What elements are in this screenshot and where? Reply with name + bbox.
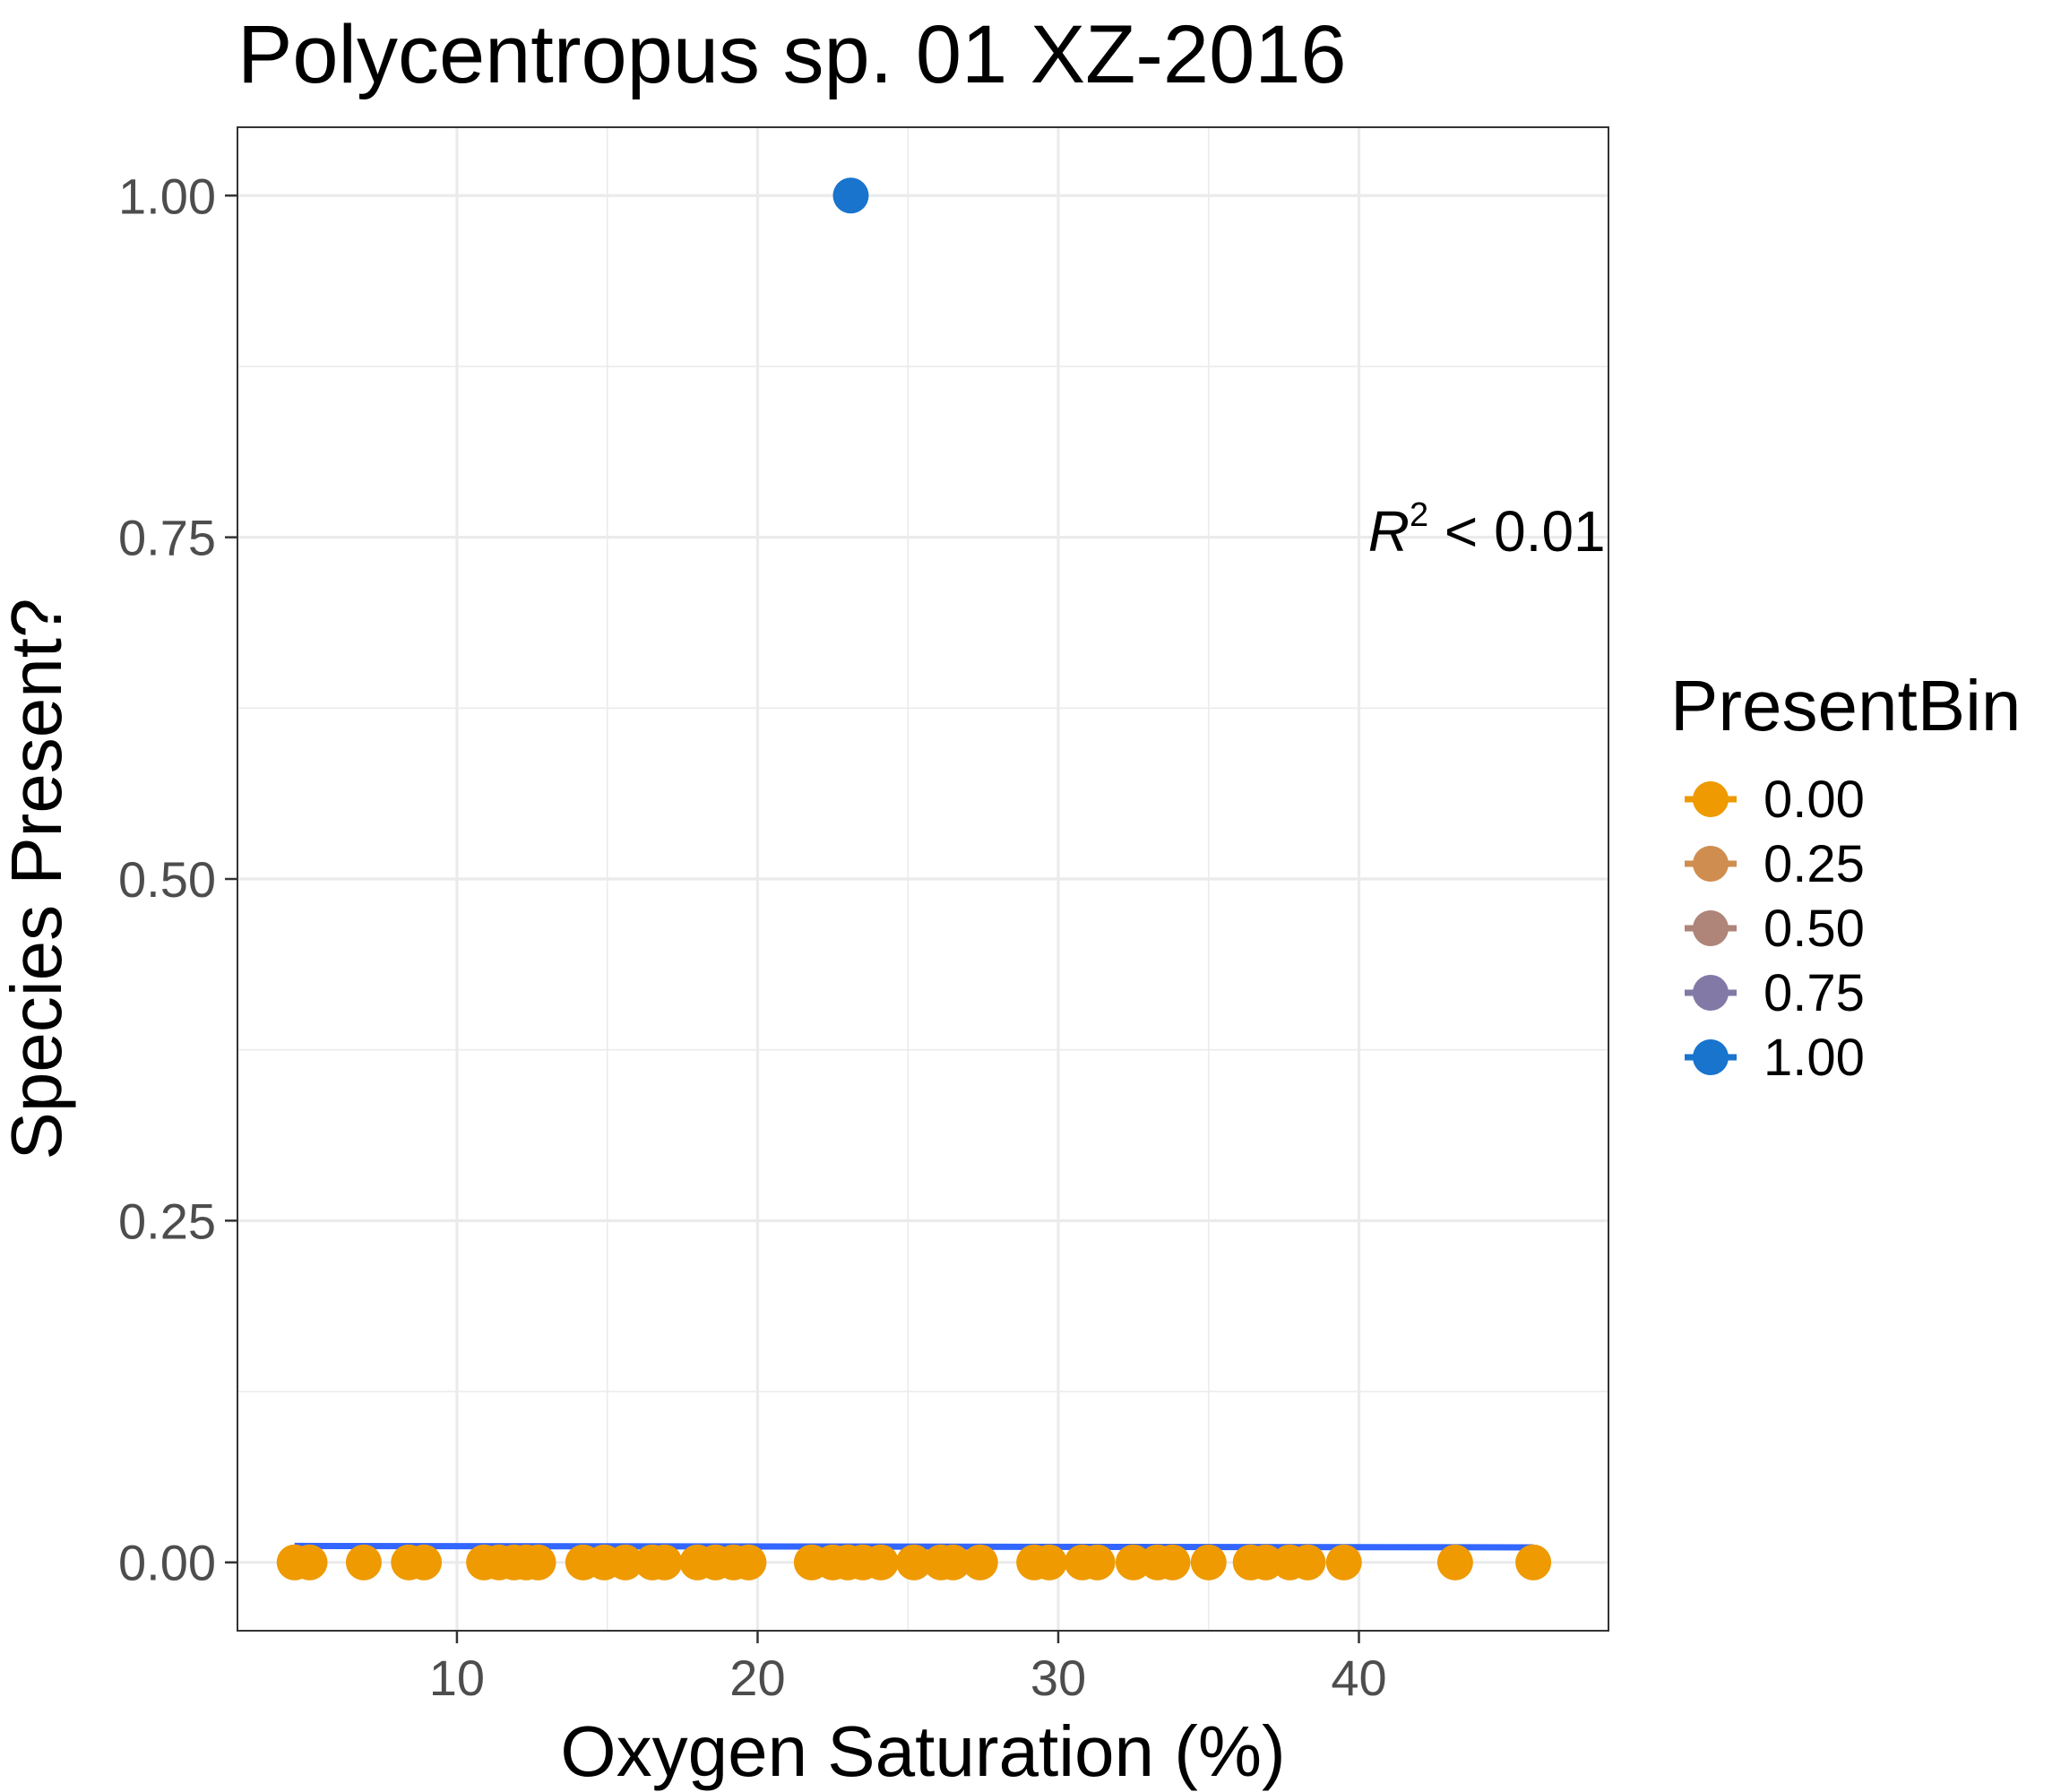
legend-title: PresentBin	[1670, 666, 2021, 745]
x-tick-label: 30	[1030, 1650, 1086, 1706]
y-tick-label: 0.00	[118, 1535, 216, 1591]
legend-label: 0.50	[1763, 900, 1865, 958]
legend: PresentBin 0.00 0.25 0.50 0.75 1.00	[1670, 666, 2021, 1087]
data-point	[520, 1544, 556, 1581]
x-axis: 10 20 30 40	[429, 1631, 1387, 1706]
y-axis: 0.00 0.25 0.50 0.75 1.00	[118, 168, 237, 1591]
legend-key-point	[1693, 781, 1729, 817]
data-point	[1190, 1544, 1227, 1581]
data-point	[1154, 1544, 1191, 1581]
r-squared-symbol: R	[1368, 499, 1410, 564]
data-point	[895, 1544, 932, 1581]
legend-key-point	[1693, 910, 1729, 946]
data-point	[1289, 1544, 1326, 1581]
data-point	[832, 177, 869, 214]
data-point	[1436, 1544, 1473, 1581]
data-point	[291, 1544, 328, 1581]
legend-key-point	[1693, 1039, 1729, 1075]
data-point	[730, 1544, 767, 1581]
r-squared-superscript: 2	[1410, 496, 1428, 534]
r-squared-value: < 0.01	[1428, 499, 1606, 564]
y-axis-title: Species Present?	[0, 598, 76, 1159]
data-point	[962, 1544, 998, 1581]
data-point	[607, 1544, 643, 1581]
y-tick-label: 0.75	[118, 510, 216, 566]
data-point	[406, 1544, 443, 1581]
grid	[237, 127, 1608, 1631]
x-axis-title: Oxygen Saturation (%)	[560, 1711, 1285, 1791]
r-squared-annotation: R2 < 0.01	[1368, 496, 1606, 564]
chart-title: Polycentropus sp. 01 XZ-2016	[237, 9, 1347, 100]
y-tick-label: 0.25	[118, 1193, 216, 1249]
legend-label: 0.25	[1763, 835, 1865, 893]
legend-key-point	[1693, 975, 1729, 1011]
data-point	[345, 1544, 382, 1581]
y-tick-label: 0.50	[118, 851, 216, 908]
points	[276, 177, 1552, 1581]
x-tick-label: 20	[729, 1650, 785, 1706]
legend-label: 1.00	[1763, 1029, 1865, 1087]
legend-key-point	[1693, 846, 1729, 882]
data-point	[1079, 1544, 1116, 1581]
y-tick-label: 1.00	[118, 168, 216, 224]
data-point	[1030, 1544, 1067, 1581]
data-point	[863, 1544, 900, 1581]
legend-label: 0.75	[1763, 964, 1865, 1022]
data-point	[646, 1544, 683, 1581]
data-point	[935, 1544, 971, 1581]
legend-label: 0.00	[1763, 771, 1865, 829]
x-tick-label: 10	[429, 1650, 485, 1706]
data-point	[1325, 1544, 1362, 1581]
x-tick-label: 40	[1331, 1650, 1386, 1706]
data-point	[1515, 1544, 1552, 1581]
